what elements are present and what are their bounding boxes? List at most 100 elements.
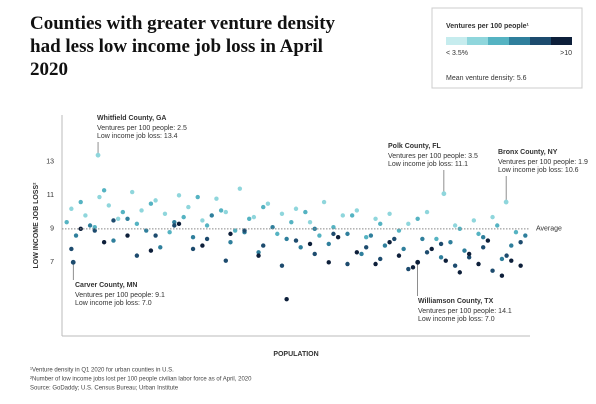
point <box>228 240 233 245</box>
point <box>410 265 416 270</box>
point <box>265 201 271 206</box>
y-tick-label: 11 <box>47 192 54 199</box>
annotation-text: Ventures per 100 people: 3.5 <box>388 153 478 160</box>
point <box>293 238 299 243</box>
point <box>406 266 411 272</box>
point <box>176 221 182 227</box>
point <box>279 263 285 268</box>
point <box>153 233 158 238</box>
point <box>495 223 500 228</box>
point <box>335 235 341 240</box>
point <box>242 228 247 233</box>
legend-swatch <box>446 37 467 45</box>
point <box>78 199 83 205</box>
annotation-text: Low income job loss: 10.6 <box>498 167 579 174</box>
point <box>378 256 383 262</box>
point <box>509 258 514 263</box>
point <box>237 186 243 191</box>
point <box>345 261 350 267</box>
point <box>293 206 299 211</box>
y-tick-label: 13 <box>46 159 54 166</box>
point <box>101 240 107 245</box>
point <box>87 223 93 228</box>
annotated-point <box>503 199 509 205</box>
point <box>92 228 97 233</box>
point <box>518 263 523 268</box>
point <box>218 208 224 213</box>
point <box>204 223 210 228</box>
annotated-point <box>95 152 101 158</box>
point <box>392 236 397 242</box>
point <box>373 261 378 267</box>
point <box>261 204 266 210</box>
point <box>420 236 425 242</box>
x-axis-label: POPULATION <box>273 351 318 358</box>
legend-title: Ventures per 100 people¹ <box>446 23 530 30</box>
point <box>513 229 519 235</box>
point <box>326 260 331 265</box>
point <box>438 241 444 247</box>
point <box>499 273 505 278</box>
point <box>270 224 275 230</box>
point <box>247 216 252 222</box>
point <box>485 238 491 243</box>
point <box>172 219 177 225</box>
point <box>481 235 486 240</box>
point <box>195 194 200 200</box>
point <box>256 253 261 258</box>
point <box>321 199 327 205</box>
point <box>462 248 467 253</box>
point <box>148 248 154 253</box>
point <box>331 231 336 237</box>
point <box>181 214 186 220</box>
point <box>331 224 336 230</box>
point <box>214 196 219 201</box>
annotated-point <box>70 259 76 265</box>
point <box>434 236 439 242</box>
point <box>106 203 112 208</box>
annotation-title: Williamson County, TX <box>418 298 494 305</box>
point <box>256 250 261 255</box>
point <box>382 243 388 248</box>
annotation-text: Low income job loss: 11.1 <box>388 161 468 168</box>
point <box>466 251 472 257</box>
point <box>396 228 402 233</box>
point <box>387 211 392 216</box>
point <box>223 209 228 215</box>
point <box>153 198 158 203</box>
point <box>387 240 392 245</box>
point <box>378 221 383 227</box>
point <box>364 235 369 240</box>
point <box>457 270 462 275</box>
point <box>368 233 374 238</box>
point <box>307 241 313 247</box>
point <box>228 231 233 237</box>
point <box>490 268 495 273</box>
annotation-text: Low income job loss: 7.0 <box>418 316 495 323</box>
point <box>148 201 154 206</box>
annotation-title: Polk County, FL <box>388 143 441 150</box>
point <box>275 231 280 237</box>
point <box>373 216 378 222</box>
point <box>326 241 331 247</box>
point <box>523 233 528 238</box>
point <box>209 213 214 218</box>
point <box>111 218 116 223</box>
point <box>364 245 369 250</box>
point <box>139 208 144 213</box>
point <box>134 253 140 258</box>
point <box>312 251 317 257</box>
annotated-point <box>441 191 447 197</box>
point <box>200 218 205 223</box>
footnote: ²Number of low income jobs lost per 100 … <box>30 377 252 383</box>
annotation-title: Carver County, MN <box>75 282 138 289</box>
point <box>354 208 360 213</box>
point <box>167 229 172 235</box>
point <box>476 231 481 237</box>
point <box>130 189 135 195</box>
point <box>499 256 505 262</box>
point <box>64 219 69 225</box>
point <box>354 250 360 255</box>
point <box>481 245 486 250</box>
